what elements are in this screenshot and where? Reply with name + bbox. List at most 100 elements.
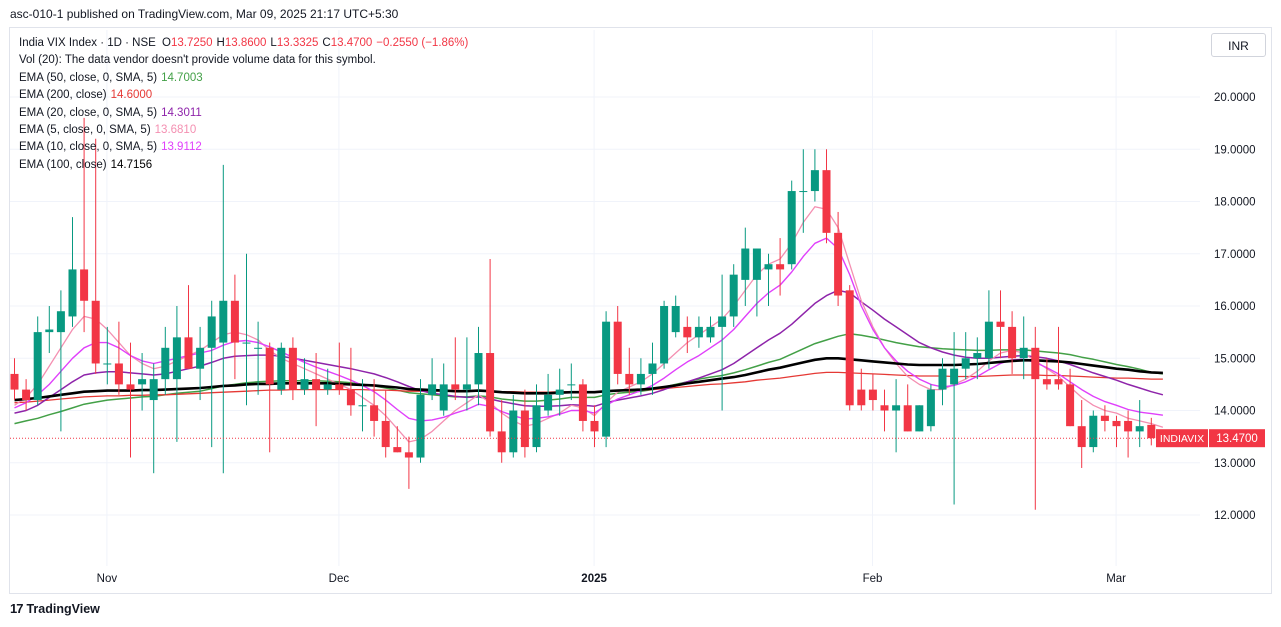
last-price-symbol: INDIAVIX [1160, 433, 1204, 445]
candle-body [1124, 420, 1133, 432]
candle-body [787, 191, 796, 265]
candle-body [1100, 415, 1109, 421]
candle-body [1008, 326, 1017, 359]
y-tick-label: 19.0000 [1214, 144, 1256, 156]
indicator-row[interactable]: EMA (10, close, 0, SMA, 5) 13.9112 [19, 139, 468, 156]
candle-body [532, 405, 541, 448]
x-tick-label: Mar [1106, 573, 1126, 585]
candle-body [938, 368, 947, 390]
ema-layer [14, 206, 1164, 443]
candle-body [776, 264, 785, 270]
candle-body [822, 170, 831, 233]
y-tick-label: 12.0000 [1214, 510, 1256, 522]
candle-body [1135, 426, 1144, 432]
ema-line [14, 356, 1163, 402]
candle-body [996, 321, 1005, 327]
candle-body [1019, 347, 1028, 359]
candle-body [451, 384, 460, 390]
candle-body [578, 384, 587, 421]
indicator-name: EMA (20, close, 0, SMA, 5) [19, 106, 158, 119]
candle-body [555, 389, 564, 395]
candle-body [80, 269, 89, 301]
candle-body [752, 248, 761, 280]
indicator-value: 13.9112 [161, 141, 202, 154]
candle-body [1077, 426, 1086, 448]
ohlc-item: −0.2550 (−1.86%) [376, 37, 468, 49]
ohlc-values: O13.7250 H13.8600 L13.3325 C13.4700 −0.2550 … [159, 37, 468, 49]
candle-body [868, 389, 877, 401]
x-tick-label: Nov [97, 573, 118, 585]
indicator-row[interactable]: EMA (20, close, 0, SMA, 5) 14.3011 [19, 105, 468, 122]
candle-body [300, 379, 309, 390]
indicator-row[interactable]: EMA (5, close, 0, SMA, 5) 13.6810 [19, 122, 468, 139]
candle-body [196, 347, 205, 369]
candle-body [741, 248, 750, 280]
indicator-value: 14.7003 [161, 71, 203, 84]
candle-body [103, 363, 112, 365]
candle-body [486, 353, 495, 432]
candle-layer [10, 117, 1156, 510]
candle-body [950, 368, 959, 385]
chart-legend: India VIX Index · 1D · NSE O13.7250 H13.8… [19, 35, 468, 174]
candle-body [10, 373, 19, 390]
candle-body [161, 347, 170, 380]
publish-info: asc-010-1 published on TradingView.com, … [10, 7, 399, 21]
candle-body [903, 405, 912, 432]
indicator-value: 13.6810 [154, 124, 197, 137]
candle-body [312, 379, 321, 390]
candle-body [230, 300, 239, 343]
candle-body [277, 347, 286, 390]
candle-body [764, 264, 773, 270]
candle-body [33, 332, 42, 401]
candle-body [462, 384, 471, 390]
candle-body [834, 232, 843, 296]
last-price-value: 13.4700 [1216, 433, 1258, 445]
candle-body [1112, 420, 1121, 427]
candle-body [56, 311, 65, 333]
candle-body [984, 321, 993, 359]
ema-line [14, 237, 1163, 422]
indicator-row[interactable]: EMA (50, close, 0, SMA, 5) 14.7003 [19, 70, 468, 87]
ohlc-item: C13.4700 [322, 37, 373, 49]
candle-body [474, 353, 483, 385]
candle-body [335, 384, 344, 390]
candle-body [694, 326, 703, 338]
indicator-value: 14.6000 [110, 89, 153, 102]
ohlc-item: O13.7250 [162, 37, 213, 49]
candle-body [648, 363, 657, 374]
candle-body [961, 358, 970, 369]
candle-body [926, 389, 935, 427]
candle-body [1066, 384, 1075, 427]
candle-body [207, 316, 216, 348]
currency-button[interactable]: INR [1211, 33, 1266, 57]
candle-body [242, 342, 251, 344]
y-tick-label: 13.0000 [1214, 458, 1256, 470]
candle-body [428, 384, 437, 395]
candle-body [880, 405, 889, 411]
y-tick-label: 15.0000 [1214, 353, 1256, 365]
candle-body [857, 389, 866, 406]
candle-body [671, 306, 680, 333]
last-price-tag [1156, 429, 1208, 448]
last-price-value-tag [1209, 429, 1265, 448]
candle-body [810, 170, 819, 192]
candle-body [1042, 379, 1051, 385]
candle-body [265, 347, 274, 385]
chart-frame[interactable] [9, 27, 1272, 594]
ema-line [14, 289, 1164, 414]
candle-body [68, 269, 77, 317]
symbol-row[interactable]: India VIX Index · 1D · NSE O13.7250 H13.8… [19, 35, 468, 52]
x-tick-label: 2025 [581, 573, 607, 585]
candle-body [358, 405, 367, 407]
indicator-row[interactable]: EMA (200, close) 14.6000 [19, 87, 468, 104]
candle-body [323, 384, 332, 390]
indicator-row[interactable]: EMA (100, close) 14.7156 [19, 157, 468, 174]
indicator-list: EMA (50, close, 0, SMA, 5) 14.7003 EMA (20… [19, 70, 468, 174]
tradingview-logo-text: TradingView [26, 601, 100, 616]
indicator-name: EMA (100, close) [19, 158, 107, 171]
x-tick-label: Dec [329, 573, 350, 585]
tradingview-logo-icon: 17 [10, 601, 24, 616]
candle-body [567, 384, 576, 386]
candle-body [625, 373, 634, 385]
